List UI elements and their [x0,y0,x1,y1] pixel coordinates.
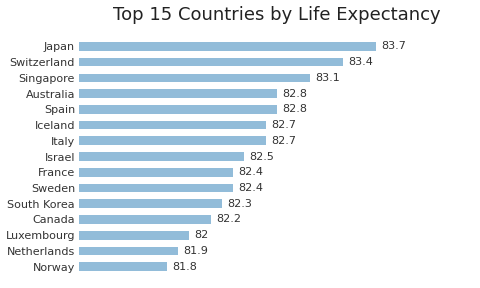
Text: 83.1: 83.1 [315,73,340,83]
Text: 82.7: 82.7 [271,136,296,146]
Text: 82.4: 82.4 [239,167,264,177]
Text: 83.4: 83.4 [348,57,373,67]
Bar [79,215,211,224]
Bar [79,89,277,98]
Text: 82.7: 82.7 [271,120,296,130]
Text: 82.3: 82.3 [228,199,252,209]
Title: Top 15 Countries by Life Expectancy: Top 15 Countries by Life Expectancy [113,5,441,24]
Bar [79,199,222,208]
Text: 83.7: 83.7 [381,41,406,52]
Text: 81.8: 81.8 [172,262,197,272]
Text: 81.9: 81.9 [183,246,208,256]
Bar [79,105,277,114]
Text: 82.4: 82.4 [239,183,264,193]
Bar [79,73,310,82]
Text: 82.8: 82.8 [282,104,307,114]
Text: 82.5: 82.5 [250,151,274,162]
Bar [79,42,376,51]
Text: 82.2: 82.2 [216,215,241,224]
Bar [79,168,233,177]
Bar [79,137,266,145]
Bar [79,231,189,240]
Text: 82.8: 82.8 [282,89,307,98]
Bar [79,184,233,192]
Text: 82: 82 [194,230,209,240]
Bar [79,58,343,67]
Bar [79,121,266,129]
Bar [79,247,178,255]
Bar [79,262,167,271]
Bar [79,152,244,161]
